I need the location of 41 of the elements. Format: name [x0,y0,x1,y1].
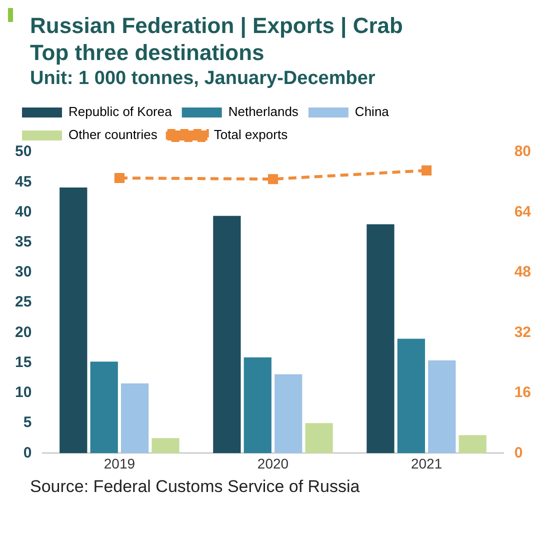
bar [366,224,394,454]
x-tick-label: 2019 [104,455,136,472]
legend-label: Total exports [214,127,288,142]
bar [458,435,486,454]
y-tick-label: 20 [14,324,32,341]
bar [428,360,456,454]
y2-tick-label: 64 [514,203,532,220]
y-tick-label: 30 [14,264,32,281]
y2-tick-label: 0 [514,444,523,462]
y2-tick-label: 32 [514,324,532,341]
legend-label: Other countries [68,127,158,142]
y-tick-label: 40 [14,203,32,220]
bar [213,216,241,454]
y2-tick-label: 48 [514,264,532,281]
bar [120,383,149,454]
bar [244,357,272,454]
legend-label: Netherlands [228,104,299,120]
y-tick-label: 35 [14,234,32,250]
y2-tick-label: 80 [514,143,532,160]
y-tick-label: 0 [23,444,32,462]
chart-subtitle: Top three destinations [30,39,266,66]
x-tick-label: 2021 [410,455,442,472]
legend-label: China [354,104,390,120]
text: Unit: 1 000 tonnes, January-December [29,67,376,91]
bar [274,374,302,454]
y-tick-label: 25 [14,294,32,311]
x-tick-label: 2020 [257,455,289,472]
y2-tick-label: 16 [514,384,532,402]
y-tick-label: 10 [14,384,32,402]
y-tick-label: 5 [23,414,32,432]
bar [397,338,426,454]
y-tick-label: 15 [14,354,32,371]
bar [305,423,333,454]
bar [90,362,118,454]
chart-title: Russian Federation | Exports | Crab [30,12,404,39]
source-note: Source: Federal Customs Service of Russia [29,476,361,498]
y-tick-label: 45 [14,173,32,190]
legend-label: Republic of Korea [68,104,173,120]
bar [60,188,88,454]
y-tick-label: 50 [14,143,32,160]
bar [152,438,180,454]
